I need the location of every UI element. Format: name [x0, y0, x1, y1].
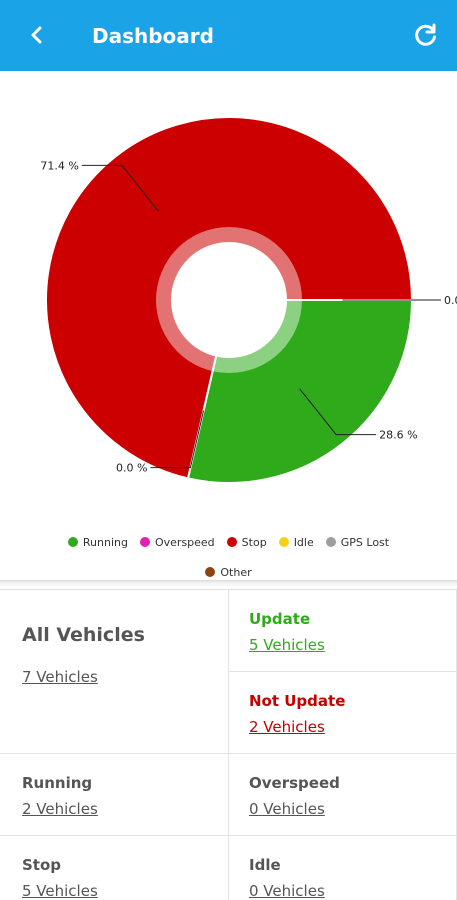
status-pie-chart: 28.6 % 0.0 % 71.4 % 0.0 %: [0, 71, 457, 581]
stop-link[interactable]: 5 Vehicles: [22, 882, 98, 900]
not-update-label: Not Update: [249, 692, 346, 710]
all-vehicles-link[interactable]: 7 Vehicles: [22, 668, 98, 686]
legend-label: Overspeed: [154, 535, 215, 549]
data-label: 28.6 %: [379, 429, 417, 442]
legend-label: Idle: [293, 535, 314, 549]
leader-line: [81, 164, 159, 212]
idle-card: Idle 0 Vehicles: [229, 836, 457, 900]
data-label: 0.0 %: [444, 294, 457, 307]
page-title: Dashboard: [92, 24, 214, 48]
all-vehicles-card: All Vehicles 7 Vehicles: [0, 590, 229, 754]
legend-dot: [205, 567, 216, 577]
idle-label: Idle: [249, 856, 281, 874]
overspeed-card: Overspeed 0 Vehicles: [229, 754, 457, 836]
legend-dot: [67, 537, 78, 547]
overspeed-label: Overspeed: [249, 774, 340, 792]
running-label: Running: [22, 774, 93, 792]
update-label: Update: [249, 610, 311, 628]
all-vehicles-label: All Vehicles: [22, 624, 145, 646]
chevron-left-icon: [31, 26, 42, 44]
legend-label: GPS Lost: [340, 535, 390, 549]
legend-dot: [325, 537, 336, 547]
running-link[interactable]: 2 Vehicles: [22, 800, 98, 818]
leader-line: [150, 410, 205, 469]
not-update-link[interactable]: 2 Vehicles: [249, 718, 325, 736]
vehicle-summary-grid: All Vehicles 7 Vehicles Update 5 Vehicle…: [0, 589, 457, 900]
stop-label: Stop: [22, 856, 62, 874]
data-label: 0.0 %: [116, 462, 147, 475]
chart-legend: Running Overspeed Stop Idle GPS Lost Oth…: [0, 535, 457, 579]
not-update-card: Not Update 2 Vehicles: [229, 672, 457, 754]
donut-hole: [171, 242, 287, 358]
legend-dot: [278, 537, 289, 547]
legend-item-other: Other: [205, 565, 252, 579]
refresh-button[interactable]: [413, 22, 439, 48]
app-bar: Dashboard: [0, 0, 457, 71]
legend-item-overspeed: Overspeed: [139, 535, 215, 549]
legend-item-running: Running: [67, 535, 128, 549]
section-divider: [0, 580, 457, 588]
stop-card: Stop 5 Vehicles: [0, 836, 229, 900]
data-label: 71.4 %: [40, 159, 78, 172]
legend-item-stop: Stop: [226, 535, 267, 549]
back-button[interactable]: [24, 22, 50, 48]
overspeed-link[interactable]: 0 Vehicles: [249, 800, 325, 818]
update-card: Update 5 Vehicles: [229, 590, 457, 672]
refresh-icon: [415, 23, 436, 46]
legend-dot: [226, 537, 237, 547]
running-card: Running 2 Vehicles: [0, 754, 229, 836]
leader-line: [299, 388, 377, 436]
pie-chart-svg: 28.6 % 0.0 % 71.4 % 0.0 %: [40, 116, 457, 484]
legend-label: Other: [220, 565, 252, 579]
legend-dot: [139, 537, 150, 547]
legend-item-idle: Idle: [278, 535, 314, 549]
update-link[interactable]: 5 Vehicles: [249, 636, 325, 654]
legend-label: Running: [82, 535, 128, 549]
legend-label: Stop: [241, 535, 267, 549]
legend-item-gps-lost: GPS Lost: [325, 535, 390, 549]
idle-link[interactable]: 0 Vehicles: [249, 882, 325, 900]
